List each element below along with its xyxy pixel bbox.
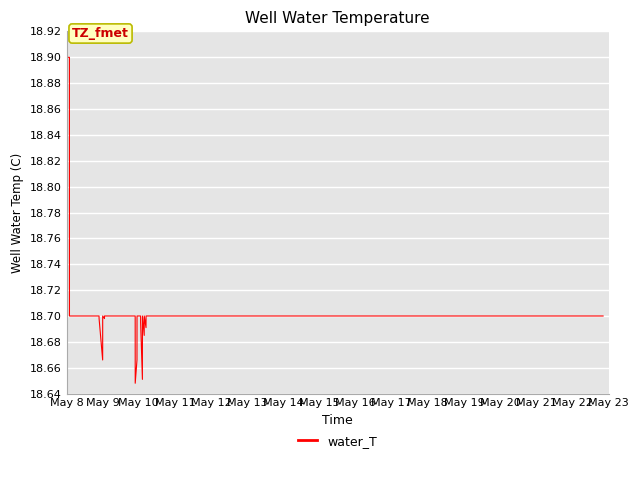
Title: Well Water Temperature: Well Water Temperature: [245, 11, 430, 26]
Legend: water_T: water_T: [293, 430, 382, 453]
Text: TZ_fmet: TZ_fmet: [72, 27, 129, 40]
Y-axis label: Well Water Temp (C): Well Water Temp (C): [11, 152, 24, 273]
X-axis label: Time: Time: [322, 414, 353, 427]
